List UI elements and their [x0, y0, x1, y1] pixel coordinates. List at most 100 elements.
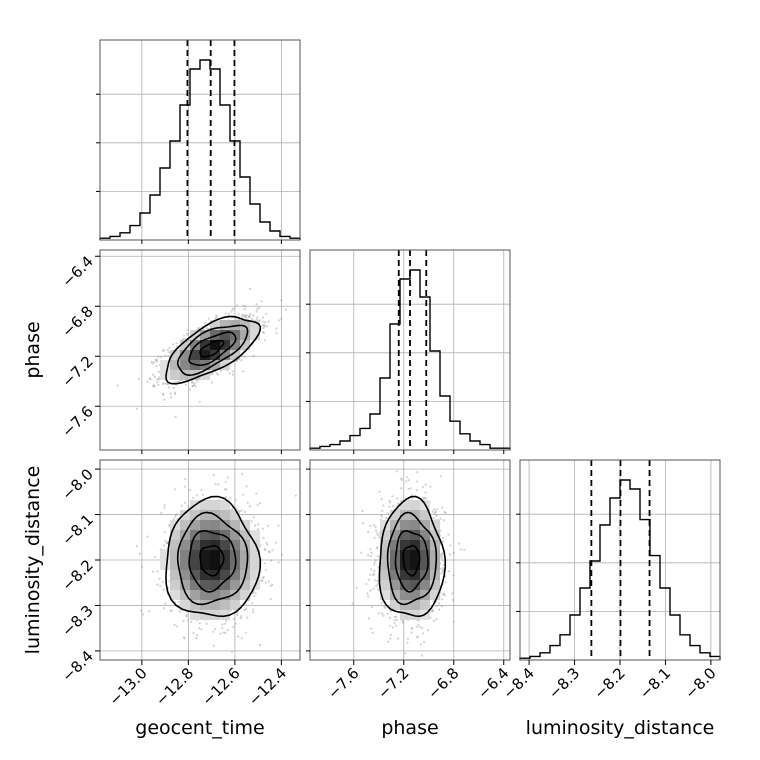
density-cell: [180, 590, 190, 600]
scatter-point: [146, 380, 149, 383]
scatter-point: [215, 315, 218, 318]
scatter-point: [389, 610, 393, 613]
scatter-point: [261, 330, 264, 334]
scatter-point: [240, 509, 243, 512]
scatter-point: [281, 553, 284, 556]
scatter-point: [406, 476, 409, 479]
scatter-point: [448, 553, 451, 556]
scatter-point: [250, 317, 254, 320]
density-cell: [180, 580, 190, 590]
xtick-label-luminosity-distance: −8.1: [636, 664, 674, 702]
histogram-geocent-time: [99, 40, 301, 240]
scatter-point: [186, 328, 189, 332]
scatter-point: [256, 503, 259, 506]
scatter-point: [377, 534, 380, 537]
scatter-point: [260, 579, 263, 582]
scatter-point: [444, 581, 447, 584]
scatter-point: [374, 526, 377, 529]
scatter-point: [248, 314, 251, 317]
scatter-point: [151, 362, 154, 365]
density-cell: [240, 530, 250, 540]
density-cell: [380, 550, 390, 560]
scatter-point: [170, 396, 173, 399]
scatter-point: [212, 630, 215, 633]
density-cell: [170, 580, 180, 590]
scatter-point: [432, 619, 435, 623]
scatter-point: [252, 610, 255, 614]
density-cell: [220, 340, 230, 350]
xtick-label-luminosity-distance: −8.0: [681, 664, 719, 702]
density-cell: [380, 580, 390, 590]
contour-level-2: [394, 530, 429, 593]
scatter-point: [198, 622, 201, 625]
scatter-point: [407, 488, 410, 491]
scatter-point: [387, 511, 390, 514]
density-cell: [220, 320, 230, 330]
scatter-point: [263, 339, 266, 342]
scatter-point: [258, 644, 261, 647]
density-cell: [420, 560, 430, 570]
scatter-point: [184, 337, 187, 340]
density-cell: [410, 600, 420, 610]
scatter-point: [180, 504, 183, 507]
scatter-point: [159, 355, 163, 359]
density-cell: [380, 560, 390, 570]
ytick-label-luminosity-distance: −8.4: [58, 647, 96, 685]
scatter-point: [294, 494, 297, 497]
scatter-point: [243, 355, 247, 358]
scatter-point: [235, 304, 238, 307]
density-cell: [240, 550, 250, 560]
scatter-point: [247, 316, 250, 319]
density-cell: [200, 600, 210, 610]
scatter-point: [367, 617, 370, 620]
scatter-point: [416, 480, 419, 483]
density-cell: [400, 580, 410, 590]
density-cell: [210, 520, 220, 530]
density-cell: [400, 500, 410, 510]
scatter-point: [159, 584, 162, 587]
scatter-point: [163, 506, 166, 509]
density-cell: [190, 330, 200, 340]
scatter-point: [262, 324, 265, 327]
scatter-point: [424, 483, 427, 486]
density-cell: [200, 590, 210, 600]
xtick-label-geocent-time: −13.0: [105, 664, 150, 709]
scatter-point: [439, 475, 442, 478]
scatter-point: [153, 385, 156, 388]
scatter-point: [372, 587, 375, 590]
scatter-point: [367, 530, 370, 534]
panel-geocent-time-vs-phase-frame: [99, 249, 301, 451]
density-cell: [220, 530, 230, 540]
scatter-point: [262, 327, 265, 330]
scatter-point: [271, 583, 274, 587]
scatter-point: [261, 527, 264, 530]
scatter-point: [161, 580, 164, 584]
density-cell: [220, 570, 230, 580]
scatter-point: [249, 287, 252, 290]
scatter-point: [214, 628, 217, 631]
density-cell: [230, 350, 240, 360]
scatter-point: [192, 631, 195, 635]
density-cell: [250, 570, 260, 580]
scatter-point: [253, 516, 256, 519]
scatter-point: [166, 383, 170, 386]
scatter-point: [397, 507, 400, 511]
scatter-point: [135, 407, 138, 410]
scatter-point: [152, 384, 155, 387]
scatter-point: [156, 570, 159, 573]
scatter-point: [163, 544, 166, 547]
scatter-point: [230, 310, 233, 313]
scatter-point: [116, 384, 119, 387]
scatter-point: [268, 551, 271, 554]
scatter-point: [242, 493, 245, 496]
density-cell: [170, 530, 180, 540]
scatter-point: [157, 370, 161, 373]
scatter-point: [228, 372, 232, 375]
density-cell: [240, 580, 250, 590]
density-cell: [210, 500, 220, 510]
scatter-point: [161, 349, 164, 352]
density-cell: [390, 520, 400, 530]
scatter-point: [388, 624, 391, 627]
scatter-point: [261, 579, 264, 582]
scatter-point: [267, 550, 271, 553]
